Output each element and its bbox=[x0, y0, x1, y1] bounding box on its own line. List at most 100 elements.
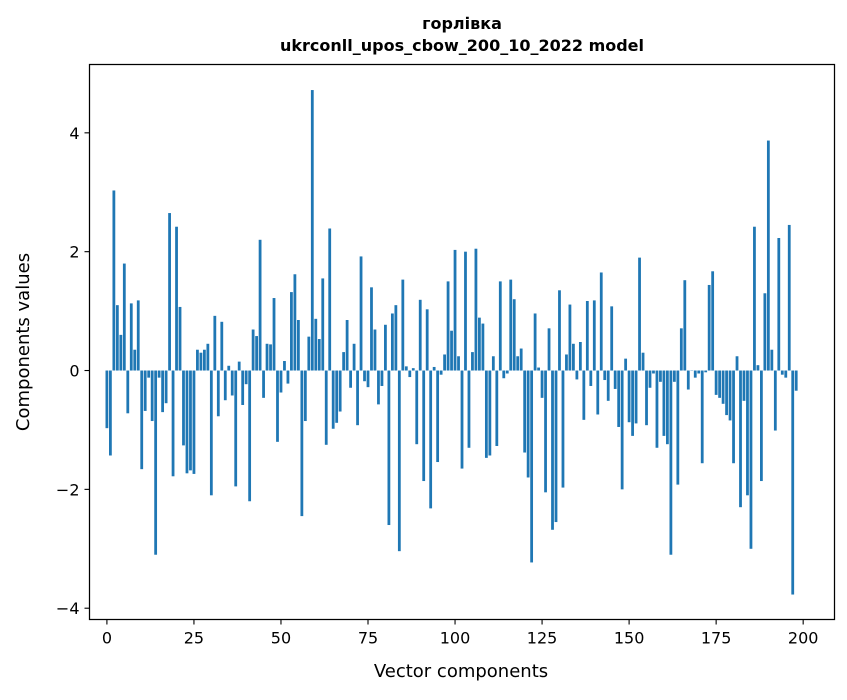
bar bbox=[663, 371, 666, 436]
bar bbox=[356, 371, 359, 426]
bar bbox=[656, 371, 659, 448]
bar bbox=[551, 371, 554, 530]
bar bbox=[722, 371, 725, 404]
bar bbox=[593, 300, 596, 370]
bar bbox=[238, 362, 241, 371]
bar bbox=[112, 190, 115, 370]
x-tick-label: 125 bbox=[527, 629, 558, 648]
bar bbox=[461, 371, 464, 469]
bar bbox=[565, 354, 568, 370]
bar bbox=[488, 371, 491, 456]
bar bbox=[454, 250, 457, 371]
bar bbox=[419, 300, 422, 371]
bar bbox=[168, 213, 171, 370]
bar bbox=[283, 361, 286, 371]
bar bbox=[224, 371, 227, 401]
bar bbox=[116, 305, 119, 370]
bar bbox=[186, 371, 189, 474]
bar bbox=[770, 350, 773, 371]
bar bbox=[541, 371, 544, 398]
bar bbox=[422, 371, 425, 482]
bar bbox=[294, 274, 297, 370]
bar bbox=[193, 371, 196, 474]
x-tick-label: 200 bbox=[788, 629, 819, 648]
bar bbox=[760, 371, 763, 482]
bar bbox=[628, 371, 631, 423]
bar bbox=[729, 371, 732, 421]
bar bbox=[370, 287, 373, 370]
bar bbox=[569, 305, 572, 371]
bar bbox=[774, 371, 777, 431]
bar bbox=[753, 227, 756, 371]
bar bbox=[784, 371, 787, 378]
bar bbox=[297, 320, 300, 371]
bar bbox=[777, 238, 780, 371]
y-tick-label: −4 bbox=[56, 599, 80, 618]
bar bbox=[123, 264, 126, 371]
bar bbox=[415, 371, 418, 445]
plot-area-frame bbox=[90, 65, 835, 620]
bar bbox=[624, 359, 627, 371]
bar bbox=[482, 324, 485, 371]
bar bbox=[384, 325, 387, 371]
bar bbox=[276, 371, 279, 442]
bar bbox=[471, 352, 474, 370]
y-axis-label: Components values bbox=[13, 253, 34, 431]
x-tick-label: 175 bbox=[701, 629, 732, 648]
bar bbox=[248, 371, 251, 502]
bar bbox=[527, 371, 530, 478]
bar bbox=[683, 280, 686, 370]
bar bbox=[600, 272, 603, 370]
bar bbox=[575, 371, 578, 380]
bar bbox=[252, 330, 255, 371]
bar bbox=[516, 356, 519, 370]
bar bbox=[739, 371, 742, 508]
bar bbox=[151, 371, 154, 422]
bar bbox=[767, 141, 770, 371]
bar bbox=[523, 371, 526, 453]
bar bbox=[106, 371, 109, 429]
bar bbox=[311, 90, 314, 370]
bar bbox=[788, 225, 791, 371]
bar bbox=[537, 368, 540, 371]
bar bbox=[607, 371, 610, 401]
bar bbox=[457, 356, 460, 370]
bar bbox=[273, 298, 276, 370]
bar bbox=[701, 371, 704, 464]
bar bbox=[206, 344, 209, 371]
bar bbox=[638, 258, 641, 371]
bar bbox=[750, 371, 753, 549]
bar bbox=[196, 350, 199, 371]
bar bbox=[280, 371, 283, 393]
bar bbox=[179, 307, 182, 371]
bar bbox=[596, 371, 599, 415]
bar bbox=[718, 371, 721, 398]
bar bbox=[140, 371, 143, 470]
bar bbox=[360, 256, 363, 370]
bar bbox=[290, 292, 293, 370]
x-tick-label: 25 bbox=[184, 629, 204, 648]
bar bbox=[161, 371, 164, 413]
bar bbox=[255, 336, 258, 370]
bar bbox=[708, 285, 711, 371]
bar bbox=[158, 371, 161, 378]
bar bbox=[635, 371, 638, 424]
bar bbox=[530, 371, 533, 563]
bar bbox=[680, 328, 683, 370]
bar bbox=[621, 371, 624, 490]
bar bbox=[725, 371, 728, 416]
bar bbox=[231, 371, 234, 396]
bar bbox=[450, 331, 453, 371]
bar bbox=[175, 227, 178, 371]
bar bbox=[227, 366, 230, 371]
bar bbox=[659, 371, 662, 382]
bar bbox=[408, 371, 411, 378]
bar bbox=[325, 371, 328, 445]
bar bbox=[763, 293, 766, 370]
bar bbox=[558, 290, 561, 370]
bar bbox=[287, 371, 290, 384]
bar bbox=[213, 316, 216, 371]
bar bbox=[617, 371, 620, 427]
